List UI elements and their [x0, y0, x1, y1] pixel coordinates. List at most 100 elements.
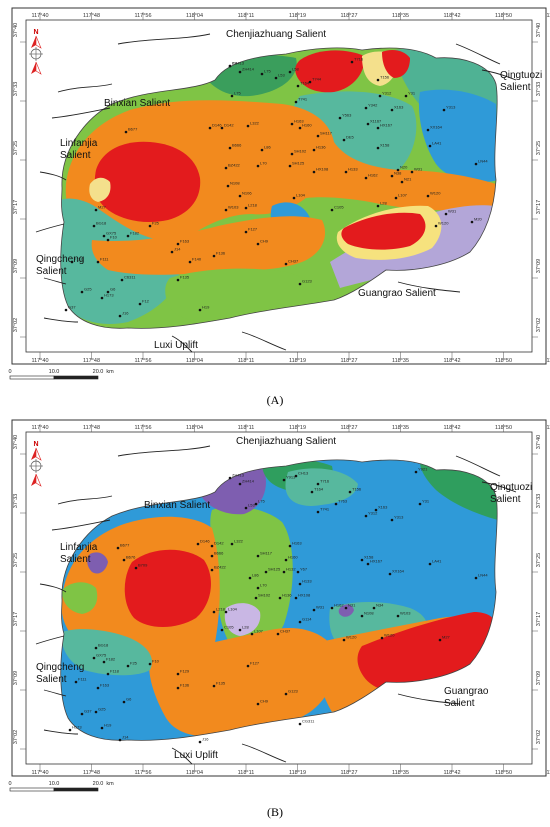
well-dot	[342, 638, 346, 642]
well-marker: J14	[170, 247, 181, 254]
well-marker: N20	[396, 165, 408, 172]
well-label: H19	[104, 723, 112, 728]
well-marker: B666	[210, 551, 224, 558]
well-marker: W120	[380, 633, 395, 640]
well-label: L75	[264, 69, 271, 74]
well-label: G6	[126, 697, 132, 702]
top-tick-label: 118°27	[340, 13, 357, 19]
well-marker: X158	[376, 143, 390, 150]
bottom-tick-label: 117°48	[83, 770, 100, 776]
well-marker: F25	[126, 661, 138, 668]
well-label: H132	[286, 567, 296, 572]
well-dot	[246, 124, 250, 128]
well-label: H160	[302, 123, 312, 128]
well-label: W120	[438, 221, 449, 226]
well-dot	[360, 614, 364, 618]
well-label: F140	[192, 257, 202, 262]
well-dot	[298, 722, 302, 726]
well-label: GX75	[106, 231, 117, 236]
well-dot	[298, 582, 302, 586]
well-dot	[94, 208, 98, 212]
north-arrow-right	[35, 35, 42, 49]
well-dot	[148, 224, 152, 228]
top-tick-label: 117°40	[31, 13, 48, 19]
fault-line	[43, 689, 67, 697]
well-marker: ZH413	[228, 473, 245, 480]
well-dot	[102, 660, 106, 664]
left-tick-label: 37°17	[13, 612, 19, 626]
well-dot	[238, 70, 242, 74]
well-label: J16	[202, 737, 209, 742]
well-dot	[418, 502, 422, 506]
well-dot	[120, 278, 124, 282]
zone-red-w	[124, 549, 211, 627]
well-label: H133	[302, 579, 312, 584]
well-dot	[310, 490, 314, 494]
well-marker: H173	[100, 293, 114, 300]
well-label: LN44	[478, 159, 488, 164]
well-label: CH9	[260, 239, 269, 244]
well-marker: T164	[296, 81, 310, 88]
zone-lavender-c	[224, 603, 261, 636]
well-marker: C105	[330, 205, 344, 212]
bottom-tick-label: 117°56	[134, 770, 151, 776]
well-label: H173	[104, 293, 114, 298]
well-label: BZ422	[214, 565, 227, 570]
well-label: L218	[216, 607, 226, 612]
well-label: SH102	[258, 593, 271, 598]
well-marker: GX75	[92, 653, 107, 660]
well-label: F10	[152, 659, 160, 664]
well-dot	[414, 470, 418, 474]
well-marker: G25	[94, 707, 106, 714]
well-label: L107	[254, 629, 264, 634]
well-dot	[68, 728, 72, 732]
well-dot	[196, 542, 200, 546]
region-label: Qingtuozi Salient	[490, 482, 532, 505]
well-dot	[260, 72, 264, 76]
well-marker: H133	[344, 167, 358, 174]
well-dot	[342, 138, 346, 142]
well-dot	[74, 680, 78, 684]
well-marker: D146	[196, 539, 210, 546]
well-label: F118	[110, 669, 120, 674]
well-marker: Y31	[404, 91, 416, 98]
well-label: ZH414	[242, 479, 255, 484]
region-label: Luxi Uplift	[174, 750, 218, 761]
right-tick-label: 37°09	[536, 671, 542, 685]
well-marker: Y913	[282, 475, 296, 482]
graticule-labels: 117°40 117°48 117°56 118°04 118°11 118°19 118°…	[13, 12, 550, 364]
well-marker: H162	[330, 603, 344, 610]
well-label: Y67	[300, 567, 308, 572]
well-marker: T763	[334, 499, 348, 506]
right-tick-label: 37°02	[536, 318, 542, 332]
well-label: T744	[312, 77, 322, 82]
well-marker: M20	[470, 217, 483, 224]
well-marker: BZ422	[224, 163, 241, 170]
well-marker: T716	[316, 479, 330, 486]
well-marker: L104	[292, 193, 306, 200]
north-arrow-right	[35, 447, 42, 461]
well-marker: Y563	[338, 113, 352, 120]
well-dot	[474, 162, 478, 166]
fault-line	[43, 729, 79, 735]
well-marker: T156	[376, 75, 390, 82]
well-dot	[294, 474, 298, 478]
well-label: W120	[346, 635, 357, 640]
scale-label: km	[106, 369, 114, 375]
well-label: CH9	[260, 699, 269, 704]
well-dot	[198, 740, 202, 744]
zone-red-se	[341, 212, 426, 250]
left-tick-label: 37°17	[13, 200, 19, 214]
well-marker: N31	[344, 603, 356, 610]
well-marker: W103	[396, 611, 411, 618]
region-label-line: Guangrao	[444, 686, 489, 697]
well-label: L53	[248, 503, 255, 508]
bottom-tick-label: 118°11	[238, 770, 255, 776]
well-dot	[254, 596, 258, 600]
left-tick-label: 37°40	[13, 23, 19, 37]
well-label: M20	[474, 217, 483, 222]
well-dot	[106, 672, 110, 676]
well-label: L104	[296, 193, 306, 198]
well-dot	[284, 692, 288, 696]
well-label: X1167	[370, 119, 382, 124]
